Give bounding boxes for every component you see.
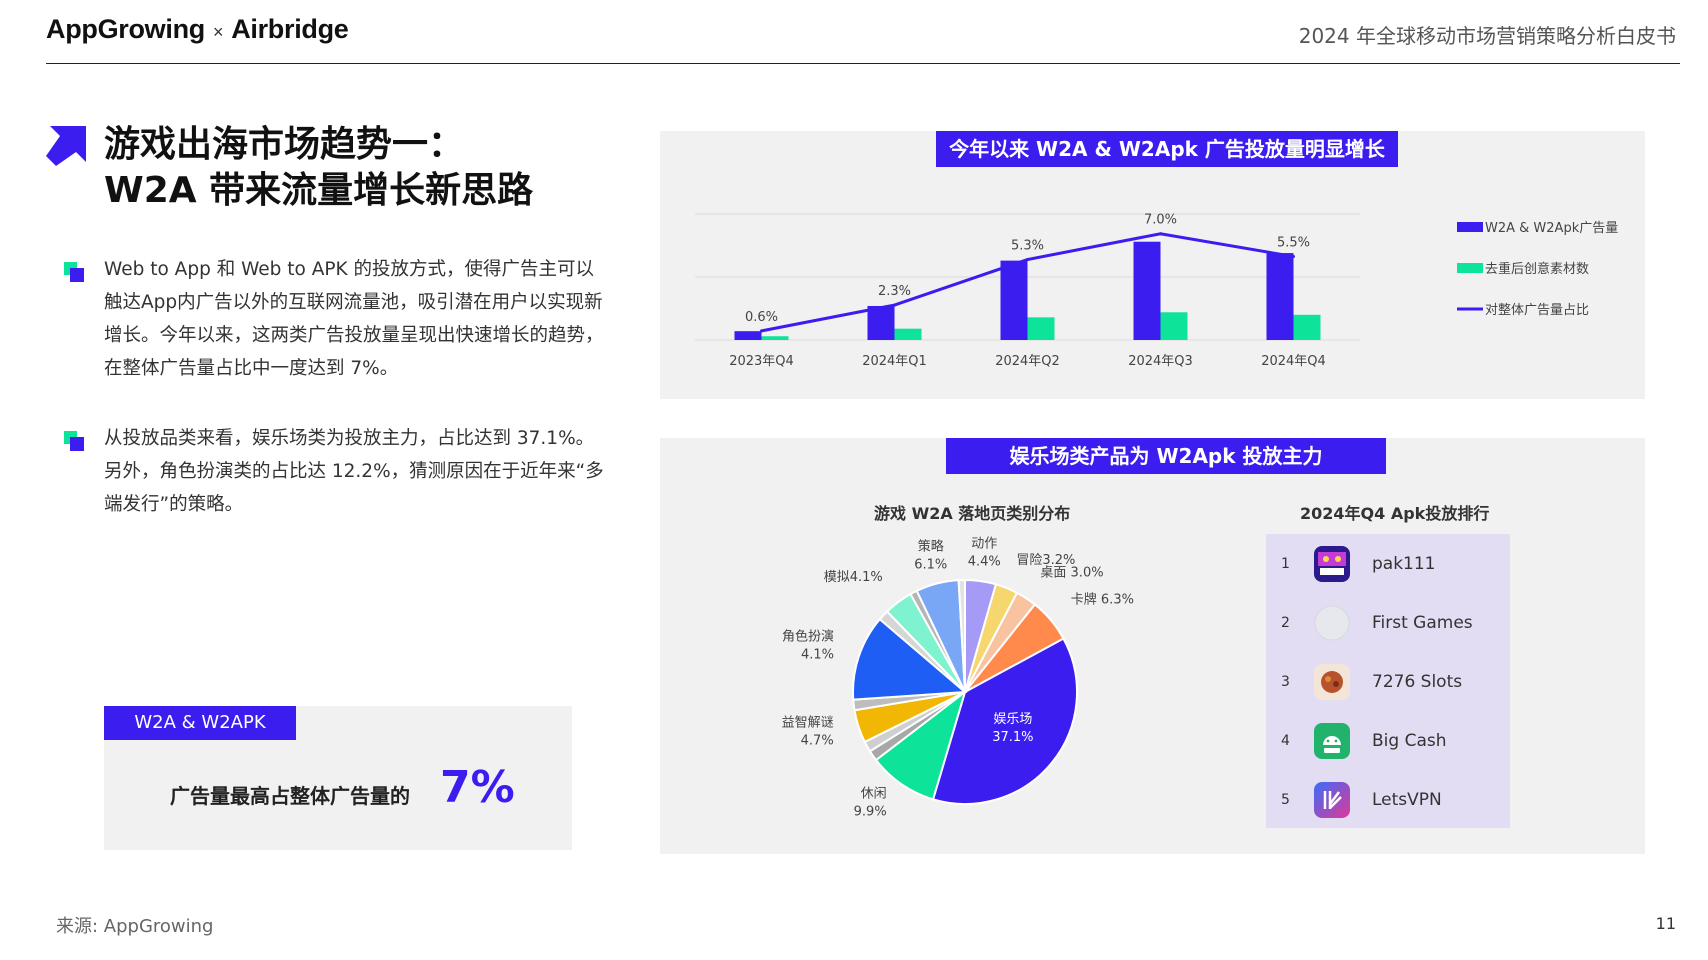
line-point (893, 303, 896, 307)
legend-label: W2A & W2Apk广告量 (1485, 221, 1618, 236)
pie-label: 策略 6.1% (914, 538, 947, 572)
pie-label: 冒险3.2% (1016, 553, 1075, 568)
line-point (1026, 258, 1029, 262)
bullet-icon (64, 262, 84, 282)
ranking-title: 2024年Q4 Apk投放排行 (1300, 504, 1490, 523)
bar (734, 331, 762, 340)
ranking-row[interactable]: 4 Big Cash (1266, 713, 1510, 771)
category-pie-chart: 动作 4.4% 冒险3.2%桌面 3.0% 卡牌 6.3% 娱乐场 37.1% 休闲 9.9%… (782, 536, 1134, 820)
highlight-card-tag: W2A & W2APK (104, 706, 296, 740)
line-point (1292, 255, 1295, 259)
bar (1133, 241, 1161, 340)
page-title: 游戏出海市场趋势一： W2A 带来流量增长新思路 (104, 122, 533, 214)
pie-label: 益智解谜 4.7% (782, 715, 834, 748)
legend-label: 对整体广告量占比 (1485, 303, 1589, 318)
trend-combo-chart: 2023年Q4 2024年Q1 2024年Q2 2024年Q3 2024年Q4 0.6% 2… (695, 213, 1618, 369)
pie-chart-title: 游戏 W2A 落地页类别分布 (874, 504, 1071, 523)
bar (894, 328, 922, 340)
app-name: LetsVPN (1372, 790, 1442, 810)
ranking-row[interactable]: 2 First Games (1266, 595, 1510, 653)
pie-slice (931, 637, 1078, 805)
appgrowing-logo: AppGrowing (46, 14, 205, 44)
airbridge-logo: Airbridge (231, 14, 349, 44)
data-label: 0.6% (745, 310, 778, 325)
x-tick-label: 2024年Q3 (1128, 354, 1193, 369)
rank-number: 1 (1281, 556, 1290, 572)
bullet-icon (64, 431, 84, 451)
bar (1000, 260, 1028, 340)
page-title-line1: 游戏出海市场趋势一： (104, 124, 465, 165)
logo-separator: × (212, 22, 224, 42)
data-label: 7.0% (1144, 213, 1177, 228)
highlight-card-value: 7% (440, 762, 515, 813)
slots-app-icon (1314, 664, 1350, 700)
rank-number: 3 (1281, 674, 1290, 690)
first-games-app-icon (1314, 605, 1350, 641)
x-tick-label: 2023年Q4 (729, 354, 794, 369)
data-label: 2.3% (878, 284, 911, 299)
line-point (760, 329, 763, 333)
app-name: First Games (1372, 613, 1473, 633)
letsvpn-app-icon (1314, 782, 1350, 818)
page-title-line2: W2A 带来流量增长新思路 (104, 170, 534, 211)
trend-chart-title: 今年以来 W2A & W2Apk 广告投放量明显增长 (936, 131, 1398, 167)
pie-label: 动作 4.4% (968, 536, 1001, 569)
category-panel-title: 娱乐场类产品为 W2Apk 投放主力 (946, 438, 1386, 474)
app-name: 7276 Slots (1372, 672, 1463, 692)
page-number: 11 (1655, 914, 1676, 933)
pie-label: 桌面 3.0% (1040, 565, 1103, 580)
app-name: Big Cash (1372, 731, 1447, 751)
data-label: 5.5% (1277, 236, 1310, 251)
pak111-app-icon (1314, 546, 1350, 582)
rank-number: 2 (1281, 615, 1290, 631)
legend-swatch (1457, 222, 1483, 232)
x-tick-label: 2024年Q1 (862, 354, 927, 369)
bar (867, 305, 895, 340)
data-label: 5.3% (1011, 239, 1044, 254)
legend-swatch (1457, 263, 1483, 273)
pie-slice (957, 578, 966, 693)
pie-slice (852, 617, 968, 701)
ranking-row[interactable]: 3 7276 Slots (1266, 654, 1510, 712)
ranking-list (1266, 534, 1510, 828)
legend-label: 去重后创意素材数 (1485, 261, 1589, 277)
paragraph-w2a-overview: Web to App 和 Web to APK 的投放方式，使得广告主可以触达A… (104, 259, 604, 379)
pie-label: 模拟4.1% (824, 570, 883, 585)
brand-logo: AppGrowing × Airbridge (46, 14, 349, 45)
android-apk-icon (1314, 723, 1350, 759)
pie-label: 休闲 9.9% (854, 787, 887, 820)
bar (1293, 314, 1321, 340)
pie-label: 角色扮演 4.1% (782, 629, 834, 663)
line-point (1159, 232, 1162, 236)
paragraph-category-insight: 从投放品类来看，娱乐场类为投放主力，占比达到 37.1%。另外，角色扮演类的占比… (104, 428, 604, 515)
bar (1160, 312, 1188, 340)
highlight-card-text: 广告量最高占整体广告量的 (170, 784, 410, 808)
app-name: pak111 (1372, 554, 1436, 574)
ranking-row[interactable]: 5 LetsVPN (1266, 772, 1510, 830)
x-tick-label: 2024年Q4 (1261, 354, 1326, 369)
bar (761, 336, 789, 340)
pie-label: 娱乐场 37.1% (992, 712, 1033, 745)
document-title: 2024 年全球移动市场营销策略分析白皮书 (1298, 24, 1676, 48)
rank-number: 4 (1281, 733, 1290, 749)
bar (1027, 317, 1055, 340)
header-divider (46, 63, 1680, 64)
ranking-row[interactable]: 1 pak111 (1266, 536, 1510, 594)
bar (1266, 253, 1294, 340)
pie-label: 卡牌 6.3% (1071, 591, 1134, 607)
source-note: 来源: AppGrowing (56, 916, 214, 937)
arrow-up-right-icon (46, 126, 86, 166)
rank-number: 5 (1281, 792, 1290, 808)
x-tick-label: 2024年Q2 (995, 354, 1060, 369)
